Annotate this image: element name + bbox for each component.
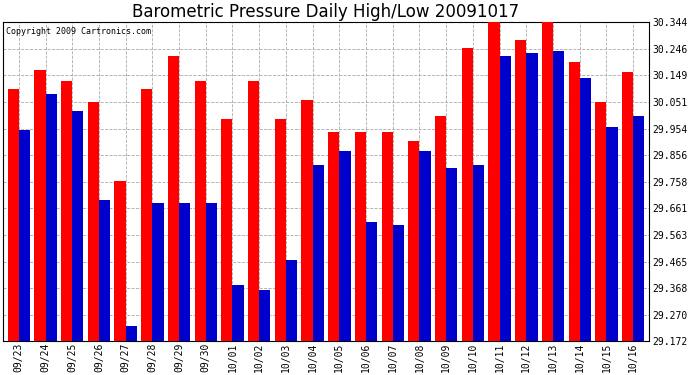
Bar — [393, 225, 404, 342]
Bar — [286, 260, 297, 342]
Bar — [168, 56, 179, 342]
Bar — [61, 81, 72, 342]
Bar — [19, 130, 30, 342]
Bar — [328, 132, 339, 342]
Bar — [526, 53, 538, 342]
Bar — [302, 100, 313, 342]
Bar — [473, 165, 484, 342]
Bar — [313, 165, 324, 342]
Bar — [115, 182, 126, 342]
Bar — [221, 119, 233, 342]
Bar — [382, 132, 393, 342]
Bar — [259, 290, 270, 342]
Bar — [46, 94, 57, 342]
Bar — [366, 222, 377, 342]
Bar — [126, 326, 137, 342]
Bar — [248, 81, 259, 342]
Bar — [435, 116, 446, 342]
Bar — [420, 152, 431, 342]
Bar — [275, 119, 286, 342]
Bar — [633, 116, 644, 342]
Bar — [206, 203, 217, 342]
Bar — [339, 152, 351, 342]
Bar — [8, 89, 19, 342]
Bar — [542, 21, 553, 342]
Bar — [99, 200, 110, 342]
Bar — [515, 40, 526, 342]
Bar — [607, 127, 618, 342]
Bar — [141, 89, 152, 342]
Bar — [408, 141, 420, 342]
Bar — [233, 285, 244, 342]
Bar — [489, 21, 500, 342]
Bar — [88, 102, 99, 342]
Bar — [553, 51, 564, 342]
Bar — [152, 203, 164, 342]
Bar — [595, 102, 607, 342]
Bar — [500, 56, 511, 342]
Bar — [355, 132, 366, 342]
Bar — [195, 81, 206, 342]
Bar — [580, 78, 591, 342]
Bar — [72, 111, 83, 342]
Bar — [462, 48, 473, 342]
Bar — [34, 70, 46, 342]
Bar — [569, 62, 580, 342]
Bar — [179, 203, 190, 342]
Bar — [446, 168, 457, 342]
Text: Copyright 2009 Cartronics.com: Copyright 2009 Cartronics.com — [6, 27, 151, 36]
Bar — [622, 72, 633, 342]
Title: Barometric Pressure Daily High/Low 20091017: Barometric Pressure Daily High/Low 20091… — [132, 3, 520, 21]
